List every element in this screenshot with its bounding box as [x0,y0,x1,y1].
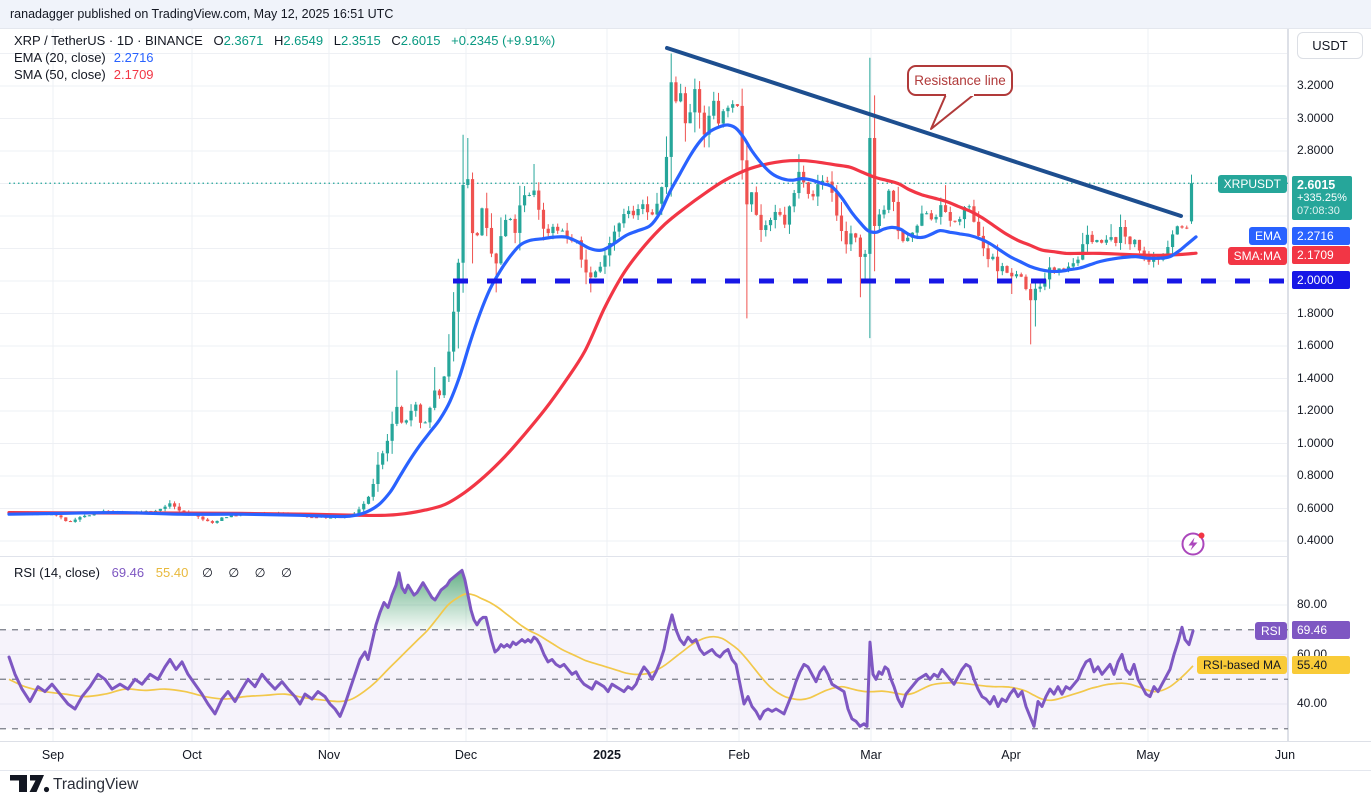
footer: TradingView [0,769,1371,803]
price-tick: 1.6000 [1297,338,1334,352]
rsi-value: 69.46 [111,565,145,580]
symbol-price-value-badge: 2.6015 +335.25% 07:08:30 [1292,176,1352,221]
notification-dot [1198,532,1205,539]
month-label: Feb [728,748,750,762]
change-percent: +335.25% [1297,192,1347,205]
month-label: Nov [317,748,341,762]
ema20-line [7,123,1198,519]
price-tick: 3.0000 [1297,110,1334,125]
resistance-trendline[interactable] [665,45,1183,218]
ema-label: EMA (20, close) [14,50,106,65]
publication-bar: ranadagger published on TradingView.com,… [0,0,1371,29]
price-tick: 1.4000 [1297,370,1334,385]
price-tick: 1.0000 [1297,435,1334,450]
ema-value-badge: 2.2716 [1292,226,1350,245]
ema-label-badge: EMA [1248,227,1287,246]
rsi-tick: 80.00 [1297,597,1328,611]
sma-label: SMA (50, close) [14,67,106,82]
sma-row: SMA (50, close) 2.1709 [14,67,555,83]
rsi-ma-value-badge: 55.40 [1292,655,1350,674]
ema-value: 2.2716 [113,50,154,65]
rsi-label-badge: RSI [1254,621,1287,640]
symbol-price-label-badge: XRPUSDT [1217,174,1287,193]
month-label: May [1136,748,1160,762]
rsi-line [7,568,1195,728]
rsi-empty-params: ∅ ∅ ∅ ∅ [201,566,298,580]
resistance-callout[interactable]: Resistance line [907,65,1013,130]
month-label: Dec [454,748,478,762]
rsi-label: RSI (14, close) [14,565,100,580]
rsi-ma-value: 55.40 [155,565,189,580]
ema-row: EMA (20, close) 2.2716 [14,50,555,66]
rsi-legend: RSI (14, close) 69.46 55.40 ∅ ∅ ∅ ∅ [14,565,298,582]
month-label: Jun [1274,748,1296,762]
price-tick: 1.2000 [1297,403,1334,417]
tradingview-brand-text[interactable]: TradingView [53,776,139,793]
time-axis[interactable]: Sep Oct Nov Dec 2025 Feb Mar Apr May Jun [0,741,1371,771]
quick-trade-icon[interactable] [1179,529,1209,557]
price-tick: 2.8000 [1297,143,1334,157]
last-price: 2.6015 [1297,178,1336,193]
month-label: 2025 [593,748,621,762]
price-tick: 3.2000 [1297,78,1334,92]
sma-label-badge: SMA:MA [1227,246,1287,265]
change-value: +0.2345 (+9.91%) [451,33,556,48]
publication-text: ranadagger published on TradingView.com,… [10,7,394,21]
symbol-row: XRP / TetherUS · 1D · BINANCE O2.3671 H2… [14,33,556,48]
open-value: 2.3671 [223,33,264,48]
rsi-ma-line [8,592,1194,703]
price-tick: 1.8000 [1297,305,1334,320]
month-label: Oct [182,748,202,762]
high-value: 2.6549 [283,33,324,48]
sma-value-badge: 2.1709 [1292,246,1350,265]
candles [7,53,1194,524]
low-value: 2.3515 [340,33,381,48]
chart-canvas[interactable]: Resistance line [0,0,1288,769]
bar-countdown: 07:08:30 [1297,205,1340,218]
sma-value: 2.1709 [113,67,154,82]
lightning-bolt-icon [1188,537,1198,551]
rsi-ma-label-badge: RSI-based MA [1196,656,1287,675]
price-tick: 0.4000 [1297,533,1334,547]
month-label: Sep [41,748,65,762]
tradingview-logo-icon[interactable] [10,775,52,793]
price-tick: 0.6000 [1297,500,1334,515]
support-value-badge: 2.0000 [1292,271,1350,289]
currency-unit-button[interactable]: USDT [1297,32,1363,59]
symbol-title: XRP / TetherUS · 1D · BINANCE [14,33,203,48]
svg-text:Resistance line: Resistance line [914,73,1006,88]
rsi-tick: 40.00 [1297,696,1328,710]
close-value: 2.6015 [400,33,441,48]
month-label: Mar [860,748,882,762]
price-tick: 0.8000 [1297,468,1334,482]
price-legend: XRP / TetherUS · 1D · BINANCE O2.3671 H2… [14,33,555,84]
month-label: Apr [1001,748,1021,762]
rsi-value-badge: 69.46 [1292,621,1350,640]
rsi-overbought-fill [375,571,489,630]
sma50-line [7,158,1198,518]
